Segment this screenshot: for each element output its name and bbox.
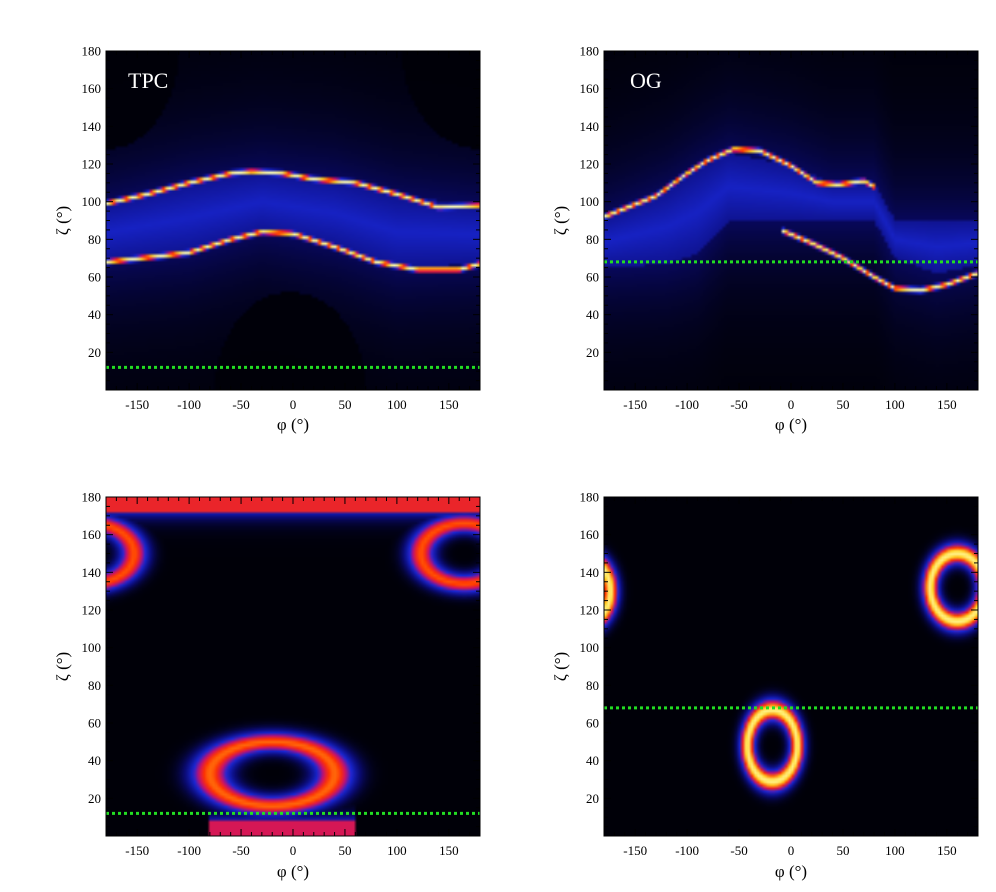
y-tick-label: 140	[82, 565, 102, 580]
y-tick-label: 60	[586, 270, 599, 285]
panel-og-ylabel: ζ (°)	[551, 206, 570, 235]
x-tick-label: 100	[885, 843, 905, 858]
x-tick-label: -50	[730, 397, 747, 412]
y-tick-label: 40	[88, 753, 101, 768]
panel-tpc-xlabel: φ (°)	[277, 415, 309, 434]
y-tick-label: 80	[586, 678, 599, 693]
y-tick-label: 180	[580, 490, 600, 505]
y-tick-label: 160	[580, 527, 600, 542]
x-tick-label: -100	[177, 397, 201, 412]
y-tick-label: 80	[88, 232, 101, 247]
panel-og-ridge-map: φ (°) ζ (°) -150 -100 -50 0 50 100 150 20 40 60 80…	[551, 44, 979, 434]
y-tick-label: 120	[82, 157, 102, 172]
y-tick-label: 80	[88, 678, 101, 693]
density-map	[604, 51, 978, 390]
y-tick-label: 60	[586, 716, 599, 731]
panel-tpc-ylabel: ζ (°)	[53, 206, 72, 235]
y-tick-label: 120	[580, 603, 600, 618]
panel-tpc-label: TPC	[128, 68, 168, 93]
x-tick-label: -150	[623, 843, 647, 858]
x-tick-label: 150	[439, 843, 459, 858]
x-tick-label: -150	[623, 397, 647, 412]
y-tick-label: 60	[88, 716, 101, 731]
y-tick-label: 20	[88, 345, 101, 360]
y-tick-label: 120	[82, 603, 102, 618]
x-tick-label: 0	[788, 397, 795, 412]
panel-tpc-ridge-map: φ (°) ζ (°) -150 -100 -50 0 50 100 150 20 40 60 80…	[53, 44, 481, 434]
x-tick-label: 0	[290, 397, 297, 412]
y-tick-label: 120	[580, 157, 600, 172]
y-tick-label: 40	[586, 307, 599, 322]
y-tick-label: 100	[580, 640, 600, 655]
x-tick-label: 50	[338, 397, 351, 412]
y-tick-label: 20	[586, 345, 599, 360]
panel-og-xlabel: φ (°)	[775, 415, 807, 434]
x-tick-label: -100	[675, 397, 699, 412]
y-tick-label: 140	[580, 119, 600, 134]
y-tick-label: 40	[586, 753, 599, 768]
x-tick-label: -100	[675, 843, 699, 858]
x-tick-label: -50	[730, 843, 747, 858]
x-tick-label: 50	[338, 843, 351, 858]
panel-tpc-ring-xlabel: φ (°)	[277, 862, 309, 881]
y-tick-label: 80	[586, 232, 599, 247]
y-tick-label: 100	[580, 194, 600, 209]
density-map	[106, 51, 480, 390]
x-tick-label: 150	[937, 397, 957, 412]
x-tick-label: 150	[937, 843, 957, 858]
x-tick-label: -150	[125, 843, 149, 858]
x-tick-label: 100	[387, 397, 407, 412]
panel-og-ring-xlabel: φ (°)	[775, 862, 807, 881]
x-tick-label: -50	[232, 397, 249, 412]
x-tick-label: 100	[885, 397, 905, 412]
x-tick-label: 100	[387, 843, 407, 858]
y-tick-label: 180	[82, 490, 102, 505]
y-tick-label: 160	[82, 527, 102, 542]
y-tick-label: 180	[580, 44, 600, 59]
panel-og-ring-ylabel: ζ (°)	[551, 652, 570, 681]
panel-tpc-ring-map: φ (°) ζ (°) -150 -100 -50 0 50 100 150 20 40 60 80…	[53, 490, 481, 881]
x-tick-label: -100	[177, 843, 201, 858]
x-tick-label: 50	[836, 397, 849, 412]
y-tick-label: 100	[82, 194, 102, 209]
x-tick-label: 150	[439, 397, 459, 412]
y-tick-label: 20	[586, 791, 599, 806]
y-tick-label: 180	[82, 44, 102, 59]
x-tick-label: 0	[290, 843, 297, 858]
y-tick-label: 20	[88, 791, 101, 806]
density-map	[106, 497, 480, 836]
y-tick-label: 140	[580, 565, 600, 580]
y-tick-label: 40	[88, 307, 101, 322]
density-map	[604, 497, 978, 836]
y-tick-label: 60	[88, 270, 101, 285]
panel-tpc-ring-ylabel: ζ (°)	[53, 652, 72, 681]
x-tick-label: 50	[836, 843, 849, 858]
y-tick-label: 160	[82, 81, 102, 96]
panel-og-ring-map: φ (°) ζ (°) -150 -100 -50 0 50 100 150 20 40 60 80…	[551, 490, 979, 881]
y-tick-label: 100	[82, 640, 102, 655]
y-tick-label: 160	[580, 81, 600, 96]
x-tick-label: -50	[232, 843, 249, 858]
panel-og-label: OG	[630, 68, 662, 93]
x-tick-label: -150	[125, 397, 149, 412]
x-tick-label: 0	[788, 843, 795, 858]
y-tick-label: 140	[82, 119, 102, 134]
